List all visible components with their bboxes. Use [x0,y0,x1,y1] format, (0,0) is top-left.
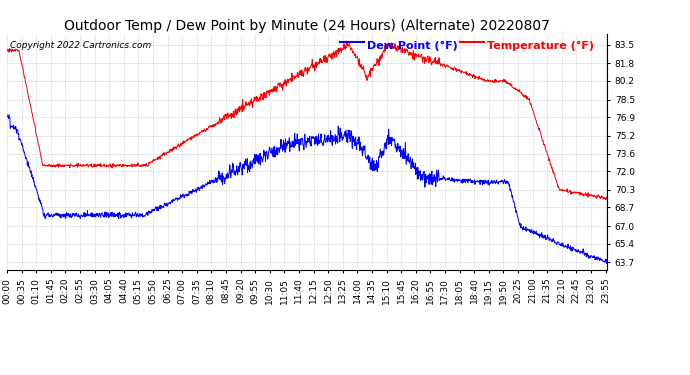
Text: Copyright 2022 Cartronics.com: Copyright 2022 Cartronics.com [10,41,151,50]
Title: Outdoor Temp / Dew Point by Minute (24 Hours) (Alternate) 20220807: Outdoor Temp / Dew Point by Minute (24 H… [64,19,550,33]
Text: Temperature (°F): Temperature (°F) [487,41,594,51]
Text: Dew Point (°F): Dew Point (°F) [367,41,458,51]
